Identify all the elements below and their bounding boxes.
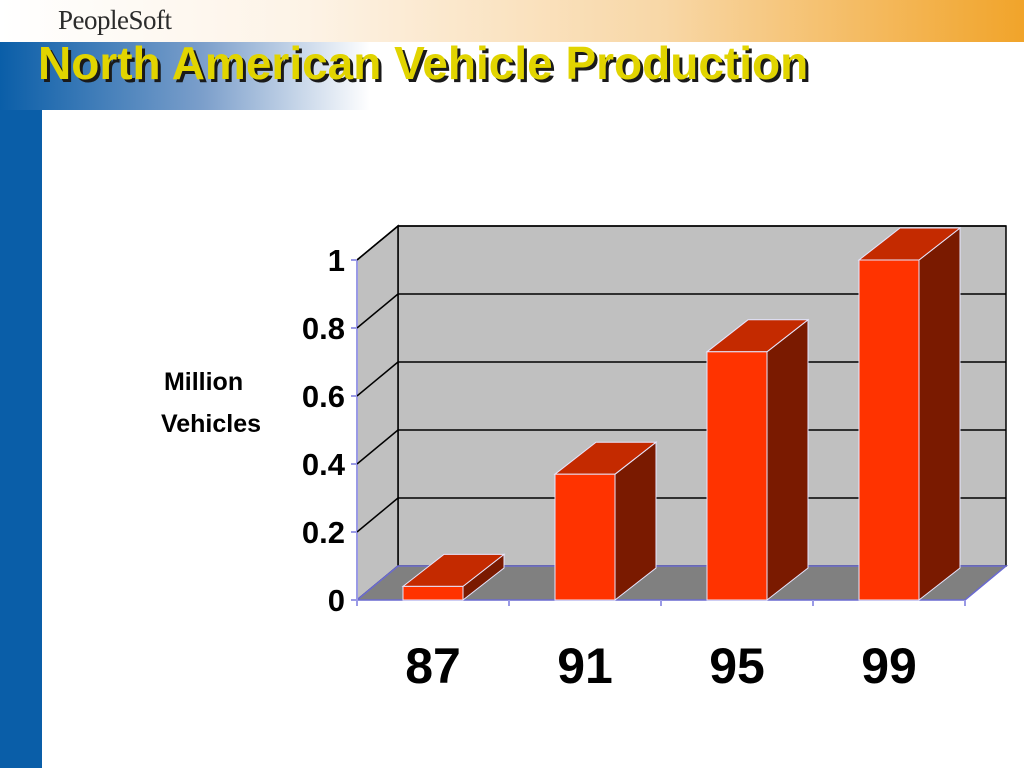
gridline-side	[356, 361, 399, 397]
title-gradient-band	[0, 42, 370, 110]
y-tick-label: 0.8	[302, 311, 345, 346]
y-tick-label: 0.4	[302, 447, 346, 482]
x-tick-label: 87	[405, 638, 461, 694]
y-tick-label: 0.2	[302, 515, 345, 550]
x-tick-label: 99	[861, 638, 917, 694]
x-tick-label: 91	[557, 638, 613, 694]
gridline-side	[356, 497, 399, 533]
bar-side	[766, 318, 809, 602]
x-tick-label: 95	[709, 638, 765, 694]
bar-front	[554, 473, 616, 601]
bar-front	[402, 585, 464, 601]
bar	[553, 441, 658, 602]
brand-logo: PeopleSoft	[58, 5, 172, 35]
gridline-side	[356, 293, 399, 329]
y-tick-label: 0	[328, 583, 345, 618]
page-title: North American Vehicle Production	[38, 37, 809, 89]
bar-front	[706, 351, 768, 601]
x-axis-ticks: 87 91 95 99	[356, 600, 966, 694]
header-gradient-band	[0, 0, 1024, 42]
bar	[401, 553, 506, 602]
bar-side	[918, 226, 961, 602]
gridline-side	[356, 429, 399, 465]
y-axis-label-line: Vehicles	[161, 410, 261, 438]
left-accent-bar	[0, 0, 42, 768]
bar	[705, 318, 810, 602]
y-tick-label: 0.6	[302, 379, 345, 414]
y-axis-label: Million Vehicles	[161, 368, 261, 438]
chart-side-wall	[356, 224, 399, 602]
chart-bars	[401, 226, 962, 602]
bar	[857, 226, 962, 602]
gridline-side	[356, 225, 399, 261]
y-tick-label: 1	[328, 243, 345, 278]
bar-front	[858, 259, 920, 601]
y-axis-label-line: Million	[164, 368, 243, 396]
y-axis-ticks: 0 0.2 0.4 0.6 0.8 1	[302, 243, 357, 618]
